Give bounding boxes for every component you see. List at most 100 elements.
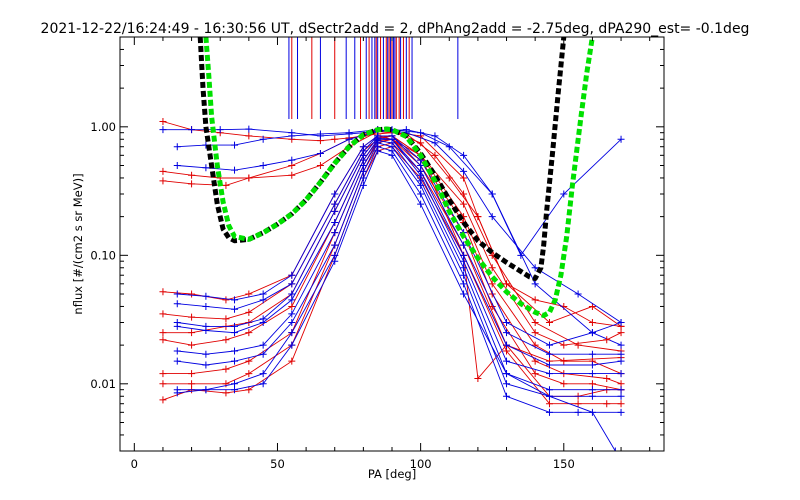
series-group [159, 117, 625, 451]
data-point-blue [460, 257, 468, 265]
data-point-blue [202, 386, 210, 394]
data-point-blue [517, 251, 525, 259]
data-point-red [188, 171, 196, 179]
data-point-blue [617, 370, 625, 378]
data-point-blue [388, 151, 396, 159]
data-point-red [560, 357, 568, 365]
data-point-blue [202, 350, 210, 358]
data-point-blue [503, 341, 511, 349]
data-point-red [245, 290, 253, 298]
data-point-blue [173, 300, 181, 308]
data-point-red [222, 296, 230, 304]
y-axis-label: nflux [#/(cm2 s sr MeV)] [71, 173, 85, 314]
data-point-blue [288, 280, 296, 288]
data-point-red [545, 319, 553, 327]
data-point-blue [345, 129, 353, 137]
data-point-blue [503, 357, 511, 365]
data-point-blue [617, 357, 625, 365]
data-point-red [222, 365, 230, 373]
series-line-blue [177, 137, 622, 366]
data-point-blue [259, 370, 267, 378]
data-point-blue [288, 132, 296, 140]
series-line-red [162, 135, 622, 346]
data-point-blue [460, 264, 468, 272]
series-line-red [162, 142, 622, 397]
data-point-blue [331, 200, 339, 208]
data-point-blue [460, 271, 468, 279]
data-point-blue [588, 350, 596, 358]
data-point-blue [288, 341, 296, 349]
data-point-blue [359, 181, 367, 189]
data-point-blue [545, 386, 553, 394]
data-point-red [188, 180, 196, 188]
series-line-red [162, 138, 622, 385]
data-point-blue [331, 241, 339, 249]
data-point-red [531, 341, 539, 349]
data-point-blue [545, 350, 553, 358]
data-point-blue [331, 190, 339, 198]
data-point-blue [488, 190, 496, 198]
data-point-blue [431, 132, 439, 140]
data-point-red [488, 280, 496, 288]
data-point-blue [202, 361, 210, 369]
data-point-blue [288, 296, 296, 304]
data-point-blue [503, 319, 511, 327]
x-tick-label: 50 [270, 457, 285, 471]
data-point-blue [588, 386, 596, 394]
data-point-red [222, 315, 230, 323]
data-point-blue [417, 200, 425, 208]
data-point-blue [617, 350, 625, 358]
series-line-blue [177, 142, 622, 397]
data-point-red [159, 310, 167, 318]
data-point-blue [503, 329, 511, 337]
data-point-red [445, 174, 453, 182]
data-point-red [245, 370, 253, 378]
data-point-blue [503, 370, 511, 378]
data-point-blue [173, 161, 181, 169]
data-point-red [288, 171, 296, 179]
data-point-red [431, 151, 439, 159]
data-point-blue [331, 229, 339, 237]
data-point-red [159, 117, 167, 125]
x-tick-label: 150 [553, 457, 575, 471]
data-point-blue [531, 280, 539, 288]
data-point-blue [545, 341, 553, 349]
data-point-blue [159, 126, 167, 134]
data-point-blue [259, 319, 267, 327]
data-point-red [617, 329, 625, 337]
data-point-blue [231, 141, 239, 149]
data-point-red [617, 400, 625, 408]
data-point-red [603, 400, 611, 408]
data-point-blue [531, 264, 539, 272]
data-point-blue [288, 329, 296, 337]
y-axis-ticks: 0.01 0.10 1.00 [90, 36, 664, 452]
data-point-blue [259, 296, 267, 304]
data-point-red [188, 290, 196, 298]
data-point-red [159, 396, 167, 404]
data-point-red [188, 380, 196, 388]
series-line-blue [177, 138, 622, 375]
data-point-red [222, 181, 230, 189]
data-point-blue [588, 408, 596, 416]
data-point-blue [202, 164, 210, 172]
x-axis-label: PA [deg] [368, 467, 416, 481]
data-point-red [159, 177, 167, 185]
data-point-red [159, 336, 167, 344]
data-point-blue [216, 126, 224, 134]
data-point-blue [259, 290, 267, 298]
data-point-red [222, 336, 230, 344]
data-point-blue [545, 408, 553, 416]
data-point-red [574, 400, 582, 408]
data-point-red [560, 380, 568, 388]
data-point-red [574, 341, 582, 349]
data-point-red [188, 313, 196, 321]
model-curve-black [197, 37, 567, 281]
data-point-red [245, 308, 253, 316]
data-point-red [531, 296, 539, 304]
data-point-blue [588, 370, 596, 378]
data-point-blue [417, 181, 425, 189]
y-tick-label: 0.10 [90, 248, 116, 262]
data-point-blue [231, 347, 239, 355]
data-point-blue [402, 126, 410, 134]
data-point-blue [173, 357, 181, 365]
